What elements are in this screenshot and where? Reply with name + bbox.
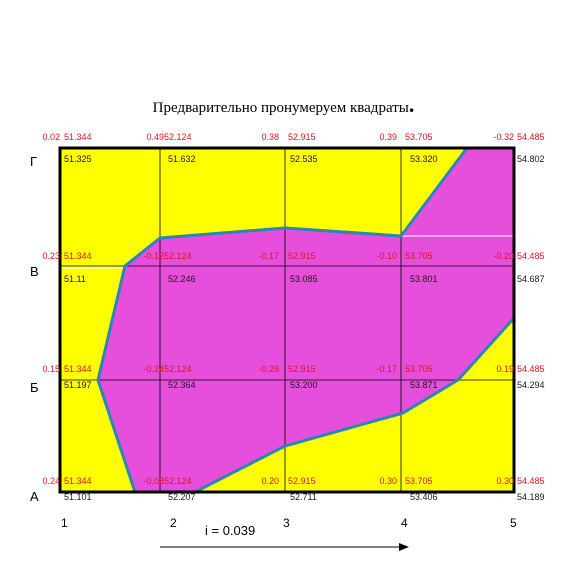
work-mark-v-3: -0.17	[258, 251, 279, 261]
design-mark-a-2: 52.124	[164, 476, 192, 486]
natural-mark-g-2: 51.632	[168, 154, 196, 164]
work-mark-b-1: 0.15	[42, 364, 60, 374]
design-mark-a-5: 54.485	[517, 476, 545, 486]
natural-mark-g-5: 54.802	[517, 154, 545, 164]
design-mark-v-3: 52.915	[288, 251, 316, 261]
natural-mark-a-4: 53.406	[410, 492, 438, 502]
design-mark-g-1: 51.344	[64, 132, 92, 142]
col-label-3: 3	[283, 516, 290, 530]
work-mark-b-3: -0.29	[258, 364, 279, 374]
row-label-b: Б	[30, 380, 39, 395]
design-mark-v-5: 54.485	[517, 251, 545, 261]
design-mark-b-3: 52.915	[288, 364, 316, 374]
design-mark-g-3: 52.915	[288, 132, 316, 142]
col-label-5: 5	[510, 516, 517, 530]
slope-label: i = 0.039	[205, 523, 255, 538]
col-label-1: 1	[61, 516, 68, 530]
work-mark-a-3: 0.20	[261, 476, 279, 486]
natural-mark-a-1: 51.101	[64, 492, 92, 502]
design-mark-v-1: 51.344	[64, 251, 92, 261]
work-mark-a-2: -0.08	[143, 476, 164, 486]
work-mark-v-4: -0.10	[376, 251, 397, 261]
title-dot: .	[408, 92, 415, 117]
zero-line-lower	[194, 316, 516, 494]
natural-mark-a-2: 52.207	[168, 492, 196, 502]
design-mark-b-4: 53.705	[405, 364, 433, 374]
col-label-4: 4	[401, 516, 408, 530]
col-label-2: 2	[170, 516, 177, 530]
work-mark-g-3: 0.38	[261, 132, 279, 142]
natural-mark-g-3: 52.535	[290, 154, 318, 164]
work-mark-a-1: 0.24	[42, 476, 60, 486]
natural-mark-v-2: 52.246	[168, 274, 196, 284]
work-mark-g-1: 0.02	[42, 132, 60, 142]
slope-arrow	[160, 543, 409, 551]
natural-mark-g-1: 51.325	[64, 154, 92, 164]
row-labels: Г В Б А	[30, 154, 39, 504]
work-mark-a-4: 0.30	[379, 476, 397, 486]
work-mark-v-1: 0.23	[42, 251, 60, 261]
work-mark-b-2: -0.24	[143, 364, 164, 374]
natural-mark-b-1: 51.197	[64, 380, 92, 390]
design-mark-a-1: 51.344	[64, 476, 92, 486]
work-mark-g-2: 0.49	[146, 132, 164, 142]
col-labels: 1 2 3 4 5	[61, 516, 517, 530]
slope-arrow-head	[399, 543, 409, 551]
diagram-title: Предварительно пронумеруем квадраты.	[0, 92, 567, 118]
natural-mark-g-4: 53.320	[410, 154, 438, 164]
natural-mark-b-3: 53.200	[290, 380, 318, 390]
design-mark-g-5: 54.485	[517, 132, 545, 142]
natural-mark-a-3: 52.711	[290, 492, 317, 502]
cut-area	[98, 148, 514, 492]
grid-highlights	[60, 235, 514, 269]
work-mark-v-5: -0.20	[493, 251, 514, 261]
design-mark-v-2: 52.124	[164, 251, 192, 261]
title-text: Предварительно пронумеруем квадраты	[152, 100, 409, 116]
design-mark-v-4: 53.705	[405, 251, 433, 261]
natural-mark-v-5: 54.687	[517, 274, 545, 284]
natural-mark-b-5: 54.294	[517, 380, 545, 390]
work-mark-a-5: 0.30	[496, 476, 514, 486]
work-mark-g-4: 0.39	[379, 132, 397, 142]
design-mark-a-3: 52.915	[288, 476, 316, 486]
work-mark-b-4: -0.17	[376, 364, 397, 374]
work-mark-b-5: 0.19	[496, 364, 514, 374]
design-mark-a-4: 53.705	[405, 476, 433, 486]
design-mark-b-2: 52.124	[164, 364, 192, 374]
row-label-g: Г	[30, 154, 37, 169]
row-label-v: В	[30, 264, 39, 279]
design-mark-g-4: 53.705	[405, 132, 433, 142]
grid-lines	[60, 148, 514, 492]
row-label-a: А	[30, 489, 39, 504]
zero-line-upper	[96, 147, 469, 493]
design-mark-b-1: 51.344	[64, 364, 92, 374]
natural-mark-b-4: 53.871	[410, 380, 438, 390]
design-mark-g-2: 52.124	[164, 132, 192, 142]
natural-mark-v-4: 53.801	[410, 274, 438, 284]
natural-mark-v-3: 53.085	[290, 274, 318, 284]
design-mark-b-5: 54.485	[517, 364, 545, 374]
work-mark-v-2: -0.12	[143, 251, 164, 261]
plot-border	[58, 146, 516, 494]
natural-mark-b-2: 52.364	[168, 380, 196, 390]
natural-mark-v-1: 51.11	[64, 274, 86, 284]
natural-mark-a-5: 54.189	[517, 492, 545, 502]
work-mark-g-5: -0.32	[493, 132, 514, 142]
